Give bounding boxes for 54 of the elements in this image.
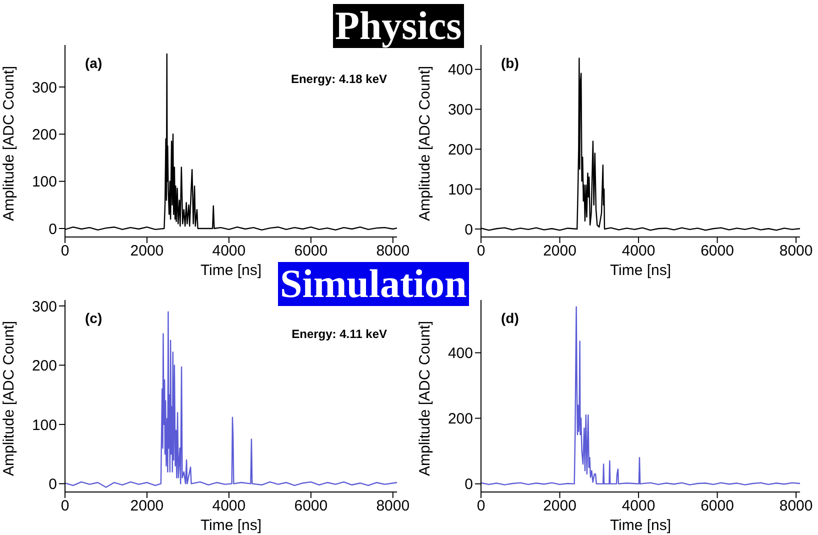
- x-axis-title: Time [ns]: [200, 517, 262, 534]
- x-axis-title: Time [ns]: [200, 262, 262, 279]
- y-tick-label: 200: [448, 410, 473, 428]
- y-tick-label: 0: [48, 476, 57, 494]
- y-tick-label: 200: [448, 142, 473, 159]
- line-series: [65, 311, 397, 488]
- x-tick-label: 2000: [130, 498, 164, 515]
- x-tick-label: 4000: [622, 498, 656, 515]
- x-tick-label: 2000: [130, 242, 164, 260]
- annotation: Energy: 4.18 keV: [290, 72, 387, 86]
- x-tick-label: 6000: [294, 498, 328, 515]
- annotation: (b): [501, 55, 519, 71]
- x-axis-title: Time [ns]: [610, 517, 672, 534]
- y-axis-title: Amplitude [ADC Count]: [416, 66, 434, 221]
- x-tick-label: 8000: [376, 498, 410, 515]
- x-axis-title: Time [ns]: [610, 262, 672, 279]
- y-tick-label: 0: [464, 476, 473, 494]
- y-tick-label: 400: [448, 62, 473, 79]
- annotation: (d): [501, 310, 519, 326]
- annotation: Energy: 4.11 keV: [290, 327, 387, 341]
- y-tick-label: 100: [32, 174, 57, 191]
- annotation: (c): [85, 310, 102, 326]
- y-tick-label: 300: [448, 102, 473, 119]
- y-axis-title: Amplitude [ADC Count]: [0, 66, 18, 221]
- annotation: (a): [85, 55, 102, 71]
- x-tick-label: 4000: [212, 242, 246, 260]
- y-tick-label: 0: [48, 220, 57, 238]
- y-tick-label: 300: [32, 79, 57, 96]
- line-series: [481, 306, 800, 486]
- y-tick-label: 200: [32, 126, 57, 144]
- y-tick-label: 200: [32, 358, 57, 375]
- x-tick-label: 8000: [779, 498, 813, 515]
- x-tick-label: 6000: [700, 498, 734, 515]
- x-tick-label: 0: [60, 242, 70, 260]
- y-axis-title: Amplitude [ADC Count]: [0, 320, 18, 476]
- x-tick-label: 0: [476, 242, 486, 260]
- y-tick-label: 100: [448, 181, 473, 198]
- chart-title: Simulation: [278, 261, 469, 306]
- x-tick-label: 8000: [376, 242, 410, 260]
- x-tick-label: 0: [60, 498, 70, 515]
- y-tick-label: 400: [448, 345, 473, 362]
- y-tick-label: 100: [32, 416, 57, 434]
- chart-title: Physics: [333, 3, 464, 48]
- y-tick-label: 0: [464, 221, 473, 238]
- x-tick-label: 6000: [700, 242, 734, 260]
- x-tick-label: 8000: [779, 242, 813, 260]
- x-tick-label: 6000: [294, 242, 328, 260]
- x-tick-label: 2000: [543, 498, 576, 515]
- x-tick-label: 0: [476, 498, 486, 515]
- x-tick-label: 4000: [622, 242, 656, 260]
- x-tick-label: 4000: [212, 498, 246, 515]
- y-tick-label: 300: [32, 298, 57, 316]
- x-tick-label: 2000: [543, 242, 576, 260]
- y-axis-title: Amplitude [ADC Count]: [416, 320, 434, 476]
